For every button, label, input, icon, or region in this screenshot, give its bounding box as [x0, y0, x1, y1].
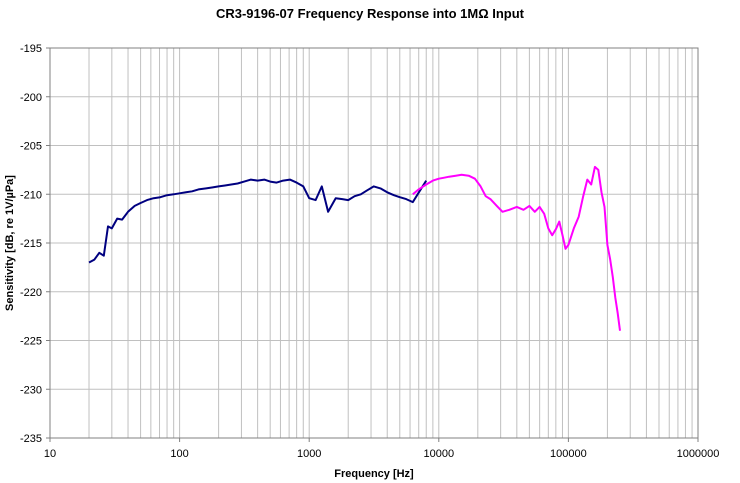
y-tick-label: -220	[20, 287, 42, 299]
y-tick-label: -225	[20, 336, 42, 348]
y-tick-label: -200	[20, 92, 42, 104]
y-axis-label: Sensitivity [dB, re 1V/µPa]	[4, 175, 16, 311]
x-tick-label: 10	[44, 448, 56, 460]
y-tick-label: -215	[20, 238, 42, 250]
x-tick-label: 100	[170, 448, 188, 460]
y-tick-label: -205	[20, 141, 42, 153]
x-tick-label: 1000	[297, 448, 321, 460]
series-line-2	[412, 165, 621, 331]
y-tick-label: -195	[20, 43, 42, 55]
x-tick-label: 1000000	[677, 448, 720, 460]
y-tick-label: -230	[20, 384, 42, 396]
grid-lines	[49, 47, 698, 439]
x-tick-label: 10000	[424, 448, 455, 460]
y-tick-label: -210	[20, 189, 42, 201]
chart-title: CR3-9196-07 Frequency Response into 1MΩ …	[215, 6, 525, 21]
plot-border	[49, 47, 699, 439]
y-axis-ticks: -195 -200 -205 -210 -215 -220 -225 -230 -235	[20, 43, 50, 445]
x-axis-label: Frequency [Hz]	[334, 468, 414, 480]
x-tick-label: 100000	[550, 448, 587, 460]
series-lines	[88, 165, 621, 331]
series-line-1	[88, 178, 428, 264]
x-axis-ticks: 10 100 1000 10000 100000 1000000	[44, 438, 720, 460]
y-tick-label: -235	[20, 433, 42, 445]
